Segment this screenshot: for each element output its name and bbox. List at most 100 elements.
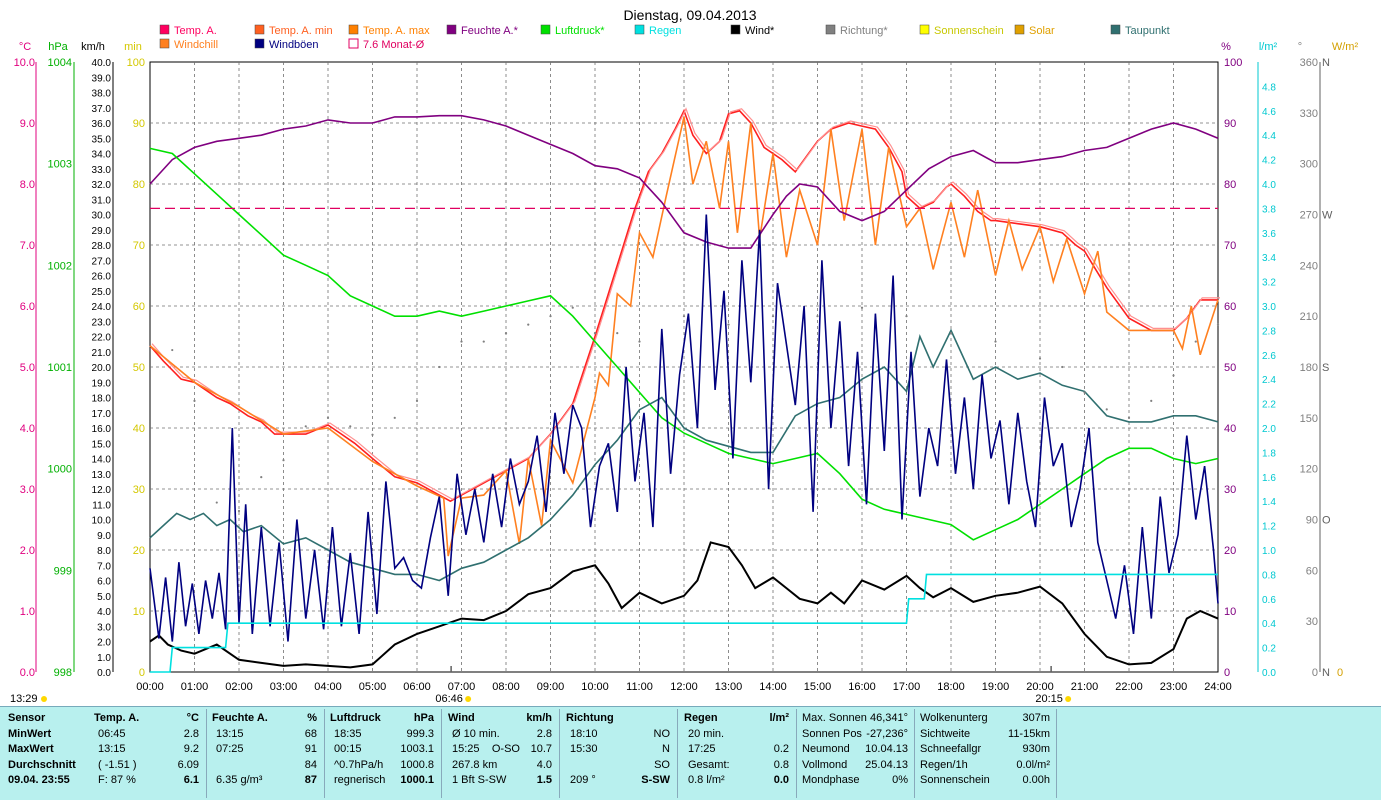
pressure-axis-tick: 1002 xyxy=(48,260,72,272)
direction-axis-tick: 120 xyxy=(1300,464,1318,476)
stats-direction-column: Richtung 18:10 NO 15:30 N SO 209 ° S-SW xyxy=(566,711,670,789)
weather-value: 11-15km xyxy=(1008,727,1050,740)
humidity-axis-tick: 30 xyxy=(1224,484,1236,496)
direction-point xyxy=(593,332,597,335)
temp-axis-tick: 9.0 xyxy=(20,118,35,130)
stats-pressure-header: Luftdruck xyxy=(330,712,381,724)
compass-label: S xyxy=(1322,362,1329,374)
x-tick-label: 07:00 xyxy=(448,681,476,693)
stats-direction-value: S-SW xyxy=(641,774,670,786)
column-separator xyxy=(1056,709,1057,798)
wind-axis-tick: 14.0 xyxy=(92,455,112,466)
pressure-axis-tick: 1003 xyxy=(48,159,72,171)
humidity-axis-tick: 50 xyxy=(1224,362,1236,374)
stats-humidity-time: 6.35 g/m³ xyxy=(216,774,263,786)
stats-humidity-value: 87 xyxy=(304,774,317,786)
minutes-axis-tick: 50 xyxy=(133,362,145,374)
stats-rain-time: 20 min. xyxy=(688,727,725,740)
sun-icon xyxy=(465,696,472,702)
temp-axis-tick: 7.0 xyxy=(20,240,35,252)
stats-header-row: Temp. A. °C xyxy=(94,711,199,727)
direction-point xyxy=(482,340,485,343)
rain-axis-tick: 2.6 xyxy=(1262,351,1276,362)
stats-humidity-time: 07:25 xyxy=(216,743,244,755)
wind-axis-tick: 21.0 xyxy=(92,348,112,359)
stats-wind-time: 15:25 xyxy=(452,743,480,755)
column-separator xyxy=(914,709,915,798)
direction-point xyxy=(1105,408,1108,411)
direction-point xyxy=(237,509,241,513)
rain-axis-tick: 0.8 xyxy=(1262,570,1276,581)
minutes-axis-tick: 60 xyxy=(133,301,145,313)
stats-rain-time: Gesamt: xyxy=(688,758,730,771)
stats-temp-value: 2.8 xyxy=(183,727,199,740)
direction-point xyxy=(171,348,174,352)
direction-axis-tick: 330 xyxy=(1300,108,1318,120)
compass-label: O xyxy=(1322,515,1331,527)
stats-row-label: MinWert xyxy=(8,727,52,740)
wind-axis-tick: 3.0 xyxy=(97,622,111,633)
stats-temp-header: Temp. A. xyxy=(94,712,140,724)
rain-axis-tick: 3.8 xyxy=(1262,204,1276,215)
wind-axis-tick: 13.0 xyxy=(92,470,112,481)
x-tick-label: 05:00 xyxy=(359,681,387,693)
wind-axis-tick: 4.0 xyxy=(97,607,111,618)
x-tick-label: 13:00 xyxy=(715,681,743,693)
legend-swatch xyxy=(540,24,551,35)
legend-swatch xyxy=(348,38,359,49)
stats-astro-column: Max. Sonnen 46,341° Sonnen Pos -27,236° Neum… xyxy=(802,711,908,789)
direction-point xyxy=(460,340,463,343)
rain-axis-tick: 0.4 xyxy=(1262,619,1276,630)
x-tick-label: 21:00 xyxy=(1071,681,1099,693)
pressure-axis-tick: 1004 xyxy=(48,57,72,69)
stats-pressure-value: 999.3 xyxy=(406,727,434,740)
temp-axis-tick: 6.0 xyxy=(20,301,35,313)
direction-point xyxy=(326,416,330,419)
wind-axis-tick: 39.0 xyxy=(92,73,112,84)
stats-wind-time: Ø 10 min. xyxy=(452,727,500,740)
legend-swatch xyxy=(348,24,359,35)
stats-pressure-value: 1000.1 xyxy=(400,774,434,786)
wind-axis-tick: 8.0 xyxy=(97,546,111,557)
stats-rain-value: 0.8 xyxy=(773,758,789,771)
chart-legend: Temp. A. Temp. A. min Temp. A. max Feuchte … xyxy=(159,24,1170,51)
direction-axis-unit: ° xyxy=(1298,41,1302,53)
stats-row: 07:25 91 xyxy=(212,742,317,758)
stats-wind-time: 267.8 km xyxy=(452,758,498,771)
direction-point xyxy=(549,315,552,318)
astro-value: -27,236° xyxy=(866,727,908,740)
direction-point xyxy=(260,476,263,479)
rain-axis-tick: 1.4 xyxy=(1262,497,1276,508)
stats-temp-value: 6.09 xyxy=(177,758,199,771)
temp-axis-tick: 1.0 xyxy=(20,606,35,618)
direction-point xyxy=(816,315,819,318)
stats-row: 17:25 0.2 xyxy=(684,742,789,758)
direction-axis-tick: 300 xyxy=(1300,159,1318,171)
legend-label: 7.6 Monat-Ø xyxy=(363,39,425,51)
x-tick-label: 22:00 xyxy=(1115,681,1143,693)
wind-axis-tick: 27.0 xyxy=(92,256,112,267)
stats-row: 00:15 1003.1 xyxy=(330,742,434,758)
stats-row: Durchschnitt xyxy=(8,758,88,774)
rain-axis-tick: 2.2 xyxy=(1262,400,1276,411)
minutes-axis-tick: 90 xyxy=(133,118,145,130)
direction-axis-tick: 60 xyxy=(1306,565,1318,577)
x-tick-label: 16:00 xyxy=(848,681,876,693)
wind-axis-tick: 25.0 xyxy=(92,287,112,298)
stats-rain-column: Regen l/m² 20 min. 17:25 0.2 Gesamt: 0.8 0.8 l/… xyxy=(684,711,789,789)
compass-label: N xyxy=(1322,57,1330,69)
wind-axis-tick: 18.0 xyxy=(92,394,112,405)
wind-axis-tick: 29.0 xyxy=(92,226,112,237)
direction-point xyxy=(304,425,307,428)
direction-point xyxy=(905,315,908,318)
humidity-axis-tick: 80 xyxy=(1224,179,1236,191)
stats-header-row: Feuchte A.% xyxy=(212,711,317,727)
sun-icon xyxy=(1065,696,1072,702)
wind-axis-tick: 7.0 xyxy=(97,561,111,572)
direction-point xyxy=(1061,365,1064,369)
sunset-label: 20:15 xyxy=(1035,693,1063,705)
stats-temp-time: ( -1.51 ) xyxy=(98,758,137,771)
stats-row: 13:15 9.2 xyxy=(94,742,199,758)
wind-axis-tick: 9.0 xyxy=(97,531,111,542)
direction-point xyxy=(1038,357,1042,360)
